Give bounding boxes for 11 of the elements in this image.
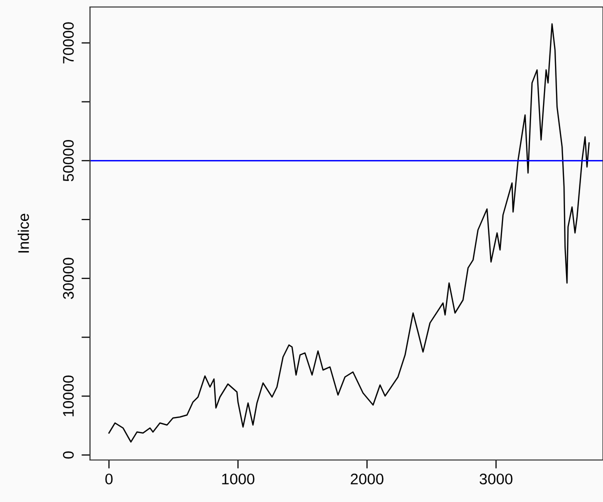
y-axis-title: Indice (18, 214, 29, 252)
y-tick-label: 70000 (62, 22, 74, 64)
x-tick-label: 1000 (222, 474, 254, 484)
x-tick-label: 2000 (350, 474, 384, 484)
line-series (108, 23, 590, 443)
x-tick-label: 0 (105, 474, 113, 484)
x-tick-label: 3000 (480, 474, 512, 484)
y-tick-label: 10000 (62, 375, 74, 416)
y-tick-label: 50000 (62, 140, 74, 182)
y-tick-label: 0 (62, 451, 74, 459)
y-tick-label: 30000 (62, 258, 74, 300)
